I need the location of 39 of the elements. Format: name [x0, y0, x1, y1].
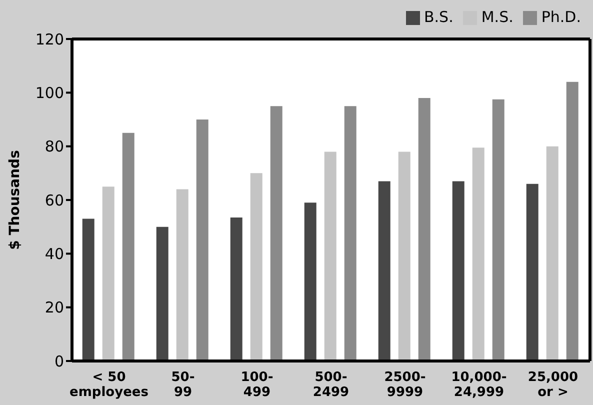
bar [102, 186, 114, 361]
y-tick-label: 100 [35, 84, 64, 102]
x-tick-label: 2500- 9999 [384, 370, 426, 400]
bar [250, 173, 262, 361]
y-tick-label: 80 [44, 138, 64, 156]
legend-label: Ph.D. [541, 8, 581, 26]
bar [196, 120, 208, 361]
y-axis-title: $ Thousands [6, 150, 23, 250]
bar [526, 184, 538, 361]
legend-label: B.S. [424, 8, 454, 26]
bar [472, 148, 484, 361]
bar [452, 181, 464, 361]
y-tick-label: 120 [35, 30, 64, 48]
x-tick-label: 10,000- 24,999 [451, 370, 507, 400]
bar [270, 106, 282, 361]
bar [344, 106, 356, 361]
bar [122, 132, 134, 361]
bar [492, 99, 504, 361]
bar [398, 152, 410, 361]
legend-label: M.S. [481, 8, 514, 26]
y-tick-label: 60 [44, 191, 64, 210]
x-tick-label: 25,000 or > [528, 370, 578, 400]
x-tick-label: 500- 2499 [312, 370, 350, 400]
bar [378, 181, 390, 361]
bar [82, 218, 94, 361]
bar [566, 82, 578, 361]
y-tick-label: 20 [44, 298, 64, 317]
bar [546, 146, 558, 361]
y-tick-label: 40 [44, 244, 64, 263]
x-tick-label: < 50 employees [70, 370, 149, 400]
x-tick-label: 100- 499 [240, 370, 274, 400]
bar [230, 217, 242, 361]
bar [418, 98, 430, 361]
bar [156, 226, 168, 361]
bar [304, 202, 316, 361]
x-tick-label: 50- 99 [171, 370, 195, 400]
bar [324, 152, 336, 361]
bar [176, 189, 188, 361]
y-tick-label: 0 [54, 352, 64, 370]
